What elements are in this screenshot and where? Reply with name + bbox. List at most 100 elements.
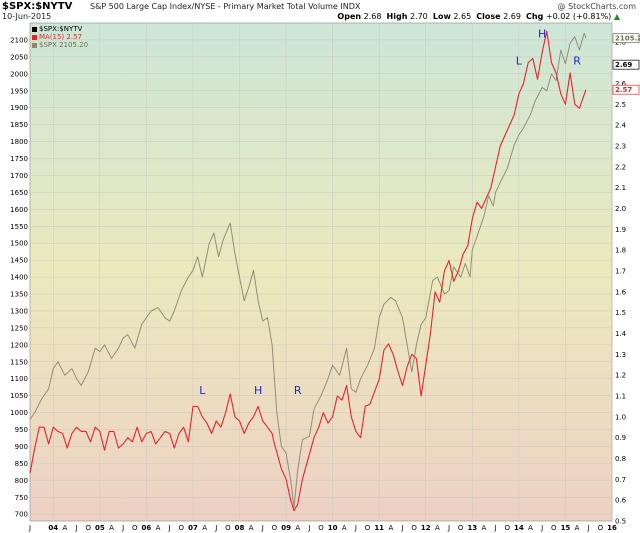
left-tick-label: 1350 [10, 291, 28, 299]
left-tick-label: 1600 [10, 206, 28, 214]
pattern-label: R [294, 384, 302, 397]
legend-swatch [32, 42, 37, 48]
x-tick-label: O [272, 524, 278, 532]
spx-series-line [29, 32, 587, 508]
x-tick-label: A [528, 524, 533, 532]
left-tick-label: 950 [15, 426, 28, 434]
right-tick-label: 2.4 [615, 122, 627, 130]
left-tick-label: 1200 [10, 341, 28, 349]
close-value: 2.69 [503, 12, 521, 21]
left-tick-label: 1100 [10, 375, 28, 383]
left-tick-label: 850 [15, 460, 28, 468]
ma15-series-line [29, 30, 587, 512]
legend-item-spx: $SPX 2105.20 [32, 41, 88, 49]
up-arrow-icon: ▲ [613, 12, 620, 21]
chart-date: 10-Jun-2015 [2, 12, 52, 21]
right-tick-label: 2.5 [615, 101, 626, 109]
x-tick-label: J [447, 524, 450, 532]
series-layer [29, 30, 587, 512]
stockcharts-watermark: @ StockCharts.com [557, 2, 636, 11]
value-marker-label: 2.57 [615, 86, 632, 94]
chart-description: S&P 500 Large Cap Index/NYSE - Primary M… [90, 2, 361, 11]
x-tick-label: A [342, 524, 347, 532]
left-tick-label: 1000 [10, 409, 28, 417]
legend-swatch [32, 26, 37, 32]
right-tick-label: 0.8 [615, 455, 626, 463]
right-tick-label: 2.6 [615, 80, 627, 88]
x-tick-label: J [307, 524, 310, 532]
value-marker-box [612, 59, 640, 70]
open-label: Open [337, 12, 362, 21]
value-marker-box [612, 84, 640, 95]
right-axis: 0.5 0.6 0.7 0.8 0.9 1.0 1.1 1.2 1.3 1.4 1.5 1.6 1.7 1… [615, 38, 627, 525]
left-tick-label: 700 [15, 511, 28, 519]
x-tick-label: 05 [95, 524, 105, 532]
left-tick-label: 2050 [10, 53, 28, 61]
left-tick-label: 900 [15, 443, 28, 451]
legend-label: MA(15) 2.57 [39, 33, 83, 41]
x-tick-label: J [168, 524, 171, 532]
chg-value: +0.02 (+0.81%) [545, 12, 612, 21]
x-tick-label: 04 [48, 524, 58, 532]
right-tick-label: 1.5 [615, 309, 626, 317]
x-tick-label: 06 [142, 524, 152, 532]
gridlines [30, 23, 613, 521]
right-tick-label: 1.2 [615, 372, 626, 380]
value-marker-label: 2105.2 [615, 35, 640, 43]
left-tick-label: 1900 [10, 104, 28, 112]
left-tick-label: 1650 [10, 189, 28, 197]
value-marker-label: 2.69 [615, 61, 632, 69]
right-tick-label: 1.6 [615, 288, 627, 296]
left-tick-label: 1750 [10, 155, 28, 163]
x-tick-label: A [202, 524, 207, 532]
left-tick-label: 1400 [10, 274, 28, 282]
x-tick-label: 10 [328, 524, 338, 532]
right-tick-label: 0.9 [615, 434, 626, 442]
right-tick-label: 2.3 [615, 142, 626, 150]
right-tick-label: 2.2 [615, 163, 626, 171]
left-tick-label: 1300 [10, 307, 28, 315]
x-tick-label: J [121, 524, 124, 532]
x-tick-label: 13 [467, 524, 477, 532]
right-tick-label: 0.5 [615, 518, 626, 526]
pattern-label: H [254, 384, 262, 397]
pattern-label: H [538, 28, 546, 41]
x-tick-label: O [132, 524, 138, 532]
legend-label: $SPX:$NYTV [39, 25, 83, 33]
left-tick-label: 800 [15, 477, 28, 485]
open-value: 2.68 [363, 12, 382, 21]
x-tick-label: A [295, 524, 300, 532]
left-tick-label: 1700 [10, 172, 28, 180]
low-value: 2.65 [453, 12, 472, 21]
x-tick-label: 15 [561, 524, 571, 532]
x-tick-label: J [400, 524, 403, 532]
x-tick-label: O [318, 524, 324, 532]
x-tick-label: A [63, 524, 68, 532]
legend-swatch [32, 34, 37, 40]
left-tick-label: 750 [15, 494, 28, 502]
left-tick-label: 1500 [10, 240, 28, 248]
left-tick-label: 1950 [10, 87, 28, 95]
high-value: 2.70 [409, 12, 428, 21]
x-tick-label: J [587, 524, 590, 532]
left-tick-label: 1250 [10, 324, 28, 332]
x-tick-label: 07 [188, 524, 198, 532]
right-tick-label: 1.1 [615, 392, 626, 400]
x-tick-label: O [85, 524, 91, 532]
x-tick-label: 14 [514, 524, 524, 532]
x-tick-label: A [156, 524, 161, 532]
x-tick-label: O [458, 524, 464, 532]
left-tick-label: 1800 [10, 138, 28, 146]
x-tick-label: O [504, 524, 510, 532]
right-tick-label: 1.0 [615, 413, 626, 421]
chg-label: Chg [526, 12, 544, 21]
x-tick-label: A [482, 524, 487, 532]
x-tick-label: O [179, 524, 185, 532]
x-tick-label: J [75, 524, 78, 532]
left-tick-label: 1550 [10, 223, 28, 231]
right-tick-label: 0.7 [615, 476, 626, 484]
right-tick-label: 2.1 [615, 184, 626, 192]
chart-symbol: $SPX:$NYTV [2, 1, 73, 12]
right-value-markers: 2105.2 2.69 2.57 [612, 33, 640, 95]
